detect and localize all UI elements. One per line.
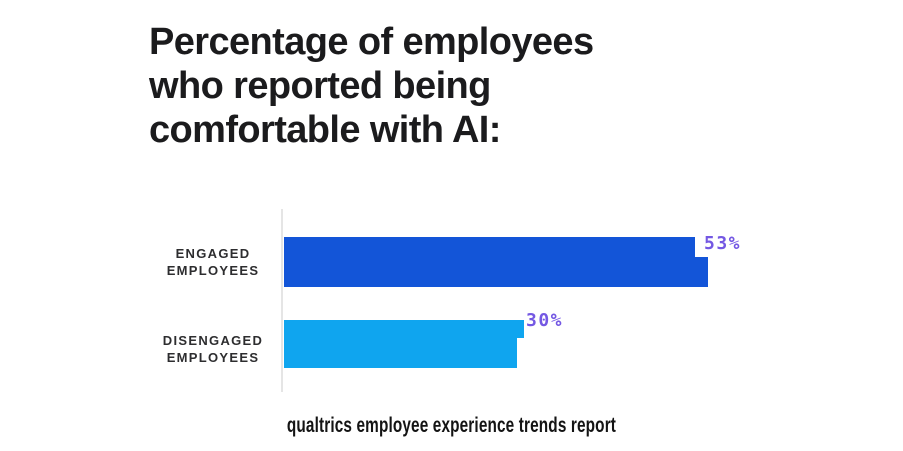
source-caption-text: qualtrics employee experience trends rep… xyxy=(286,414,617,437)
axis-baseline xyxy=(281,209,283,392)
bar-disengaged-step xyxy=(517,320,524,338)
bar-engaged-step xyxy=(695,257,708,287)
chart-title: Percentage of employees who reported bei… xyxy=(149,21,594,151)
bar-row-disengaged: DISENGAGED EMPLOYEES 30% xyxy=(0,310,903,368)
source-caption: qualtrics employee experience trends rep… xyxy=(0,414,903,438)
bar-row-engaged: ENGAGED EMPLOYEES 53% xyxy=(0,233,903,287)
value-label-engaged: 53% xyxy=(704,233,742,254)
category-label-engaged: ENGAGED EMPLOYEES xyxy=(166,246,260,278)
category-label-disengaged: DISENGAGED EMPLOYEES xyxy=(162,333,264,365)
value-label-disengaged: 30% xyxy=(526,310,564,331)
bar-disengaged xyxy=(284,320,524,368)
bar-engaged xyxy=(284,237,708,287)
